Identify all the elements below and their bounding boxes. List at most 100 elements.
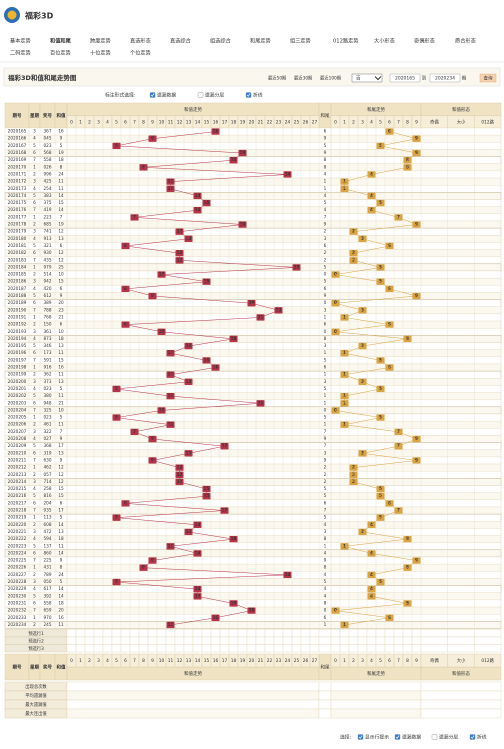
footer-checkbox[interactable] bbox=[357, 734, 364, 740]
preselect-cell bbox=[255, 636, 266, 645]
row-cell: 6 bbox=[33, 400, 36, 405]
preselect-cell bbox=[147, 629, 158, 638]
footer-option[interactable]: 遗漏数据 bbox=[402, 734, 421, 741]
footer-option[interactable]: 遗漏分层 bbox=[439, 734, 458, 741]
period-link[interactable]: 最近50期 bbox=[268, 75, 286, 82]
row-cell: 6 bbox=[33, 300, 36, 305]
sum-hit-label: 15 bbox=[204, 279, 210, 284]
tail-hit-label: 4 bbox=[370, 193, 373, 198]
nav-link[interactable]: 和尾走势 bbox=[250, 37, 271, 45]
stats-row bbox=[318, 681, 332, 692]
row-bg bbox=[4, 220, 502, 229]
nav-link[interactable]: 基本走势 bbox=[10, 37, 31, 45]
option-checkbox[interactable] bbox=[149, 92, 156, 98]
nav-link[interactable]: 十位走势 bbox=[90, 49, 111, 57]
period-link[interactable]: 最近100期 bbox=[320, 75, 341, 82]
preselect-cell bbox=[357, 629, 368, 638]
row-cell: 11 bbox=[58, 622, 64, 627]
row-cell: 2020197 bbox=[8, 357, 27, 362]
row-cell: 026 bbox=[44, 164, 52, 169]
option-checkbox-mark bbox=[246, 93, 251, 97]
footer-checkbox[interactable] bbox=[394, 734, 401, 740]
row-cell: 11 bbox=[58, 179, 64, 184]
option-checkbox[interactable] bbox=[245, 92, 252, 98]
nav-link[interactable]: 奇偶形态 bbox=[414, 37, 435, 45]
row-bg bbox=[4, 378, 502, 386]
row-bg bbox=[4, 471, 502, 479]
nav-link[interactable]: 跨度走势 bbox=[90, 37, 111, 45]
nav-link[interactable]: 个位走势 bbox=[130, 49, 151, 57]
nav-link[interactable]: 和值和尾 bbox=[50, 37, 72, 45]
row-cell: 2 bbox=[33, 222, 36, 227]
sum-hit-label: 15 bbox=[204, 486, 210, 491]
nav-link[interactable]: 组三走势 bbox=[290, 37, 311, 45]
row-cell: 2020198 bbox=[8, 365, 27, 370]
nav-link[interactable]: 百位走势 bbox=[50, 49, 71, 57]
row-cell: 2020187 bbox=[8, 286, 27, 291]
sum-hit-label: 17 bbox=[222, 443, 228, 448]
row-bg bbox=[4, 170, 502, 179]
sum-hit-label: 12 bbox=[177, 465, 183, 470]
footer-checkbox[interactable] bbox=[431, 734, 438, 740]
nav-link[interactable]: 质合形态 bbox=[455, 37, 476, 45]
options-label: 标注形式选择: bbox=[105, 92, 136, 99]
preselect-cell bbox=[246, 644, 257, 653]
option-checkbox[interactable] bbox=[197, 92, 204, 98]
row-tail: 1 bbox=[324, 186, 327, 191]
digit-label: 5 bbox=[115, 658, 118, 664]
header-label: 和值 bbox=[56, 664, 66, 671]
footer-option[interactable]: 显示行提示 bbox=[365, 734, 389, 741]
digit-label: 22 bbox=[267, 658, 273, 664]
row-cell: 3 bbox=[33, 579, 36, 584]
footer-checkbox[interactable] bbox=[469, 734, 476, 740]
row-cell: 2020206 bbox=[8, 422, 27, 427]
from-input bbox=[389, 73, 421, 83]
preselect-cell bbox=[228, 644, 239, 653]
option-label[interactable]: 遗漏分层 bbox=[205, 92, 224, 99]
nav-link[interactable]: 大小形态 bbox=[374, 37, 395, 45]
digit-label: 6 bbox=[124, 119, 127, 125]
row-bg bbox=[4, 127, 502, 136]
row-cell: 11 bbox=[58, 186, 64, 191]
preselect-cell bbox=[447, 636, 475, 645]
tail-hit-label: 4 bbox=[370, 522, 373, 527]
to-input bbox=[429, 73, 461, 83]
period-link[interactable]: 最近30期 bbox=[294, 75, 312, 82]
footer-option[interactable]: 折线 bbox=[477, 734, 487, 741]
digit-label: 20 bbox=[249, 119, 255, 125]
sum-hit-label: 12 bbox=[177, 229, 183, 234]
select-value[interactable]: 百 bbox=[356, 76, 361, 82]
row-tail: 9 bbox=[324, 436, 327, 441]
to-value[interactable]: 2020234 bbox=[435, 76, 455, 82]
shape-label: 012路 bbox=[481, 657, 494, 664]
option-label[interactable]: 折线 bbox=[253, 92, 263, 99]
preselect-cell bbox=[102, 629, 113, 638]
nav-link[interactable]: 组选综合 bbox=[210, 37, 232, 45]
query-button-label[interactable]: 查询 bbox=[484, 75, 493, 82]
row-bg bbox=[4, 385, 502, 393]
preselect-cell bbox=[366, 629, 377, 638]
row-bg bbox=[4, 592, 502, 601]
nav-link[interactable]: 直选形态 bbox=[130, 37, 151, 45]
nav-link[interactable]: 二码走势 bbox=[10, 49, 31, 57]
preselect-cell bbox=[474, 636, 502, 645]
sum-hit-label: 11 bbox=[168, 543, 174, 548]
digit-label: 8 bbox=[142, 119, 145, 125]
option-label[interactable]: 遗漏数据 bbox=[157, 92, 176, 99]
row-cell: 13 bbox=[58, 450, 64, 455]
row-tail: 2 bbox=[324, 472, 327, 477]
row-cell: 5 bbox=[60, 579, 63, 584]
sum-hit-label: 18 bbox=[231, 536, 237, 541]
row-cell: 12 bbox=[58, 472, 64, 477]
row-cell: 2020233 bbox=[8, 615, 27, 620]
nav-link[interactable]: 直选综合 bbox=[170, 37, 192, 45]
row-tail: 1 bbox=[324, 372, 327, 377]
row-cell: 4 bbox=[33, 586, 36, 591]
sum-hit-label: 20 bbox=[249, 608, 255, 613]
row-cell: 12 bbox=[58, 250, 64, 255]
row-bg bbox=[4, 578, 502, 586]
digit-label: 1 bbox=[343, 658, 346, 664]
from-value[interactable]: 2020165 bbox=[395, 76, 415, 82]
sum-hit-label: 6 bbox=[124, 500, 127, 505]
nav-link[interactable]: 012路走势 bbox=[333, 37, 358, 45]
